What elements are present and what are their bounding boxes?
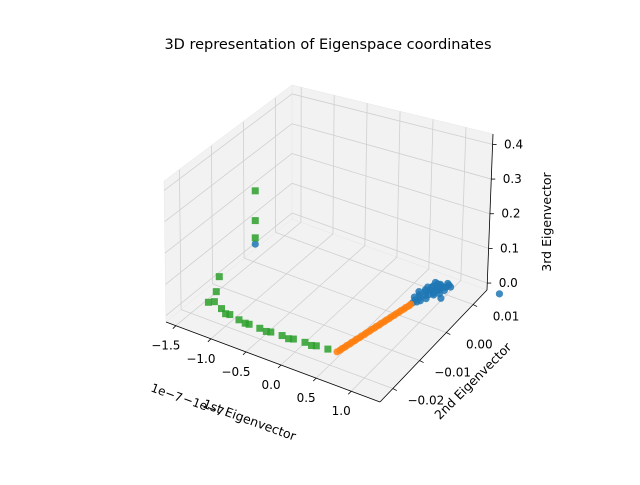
data-point-series-3 (222, 310, 229, 317)
y-tick-mark (393, 389, 397, 391)
data-point-series-3 (279, 332, 286, 339)
x-tick-label: −0.5 (221, 365, 250, 379)
data-point-series-3 (285, 335, 292, 342)
y-tick-mark (420, 361, 424, 363)
x-tick-mark (313, 378, 316, 381)
x-tick-label: 0.5 (297, 391, 316, 405)
z-tick-label: 0.0 (499, 276, 518, 290)
data-point-series-1 (496, 290, 503, 297)
data-point-series-3 (216, 273, 223, 280)
data-point-series-3 (213, 288, 220, 295)
data-point-series-3 (263, 328, 270, 335)
data-point-series-3 (308, 342, 315, 349)
y-tick-mark (473, 305, 477, 307)
data-point-series-1 (447, 283, 454, 290)
data-point-series-1 (422, 286, 429, 293)
z-axis-label: 3rd Eigenvector (539, 171, 554, 271)
data-point-series-1 (428, 284, 435, 291)
z-tick-label: 0.3 (503, 172, 522, 186)
data-point-series-3 (252, 217, 259, 224)
x-tick-label: 0.0 (262, 378, 281, 392)
x-tick-label: −1.0 (186, 352, 215, 366)
chart-title: 3D representation of Eigenspace coordina… (164, 37, 491, 53)
x-tick-mark (208, 339, 211, 342)
data-point-series-1 (252, 240, 259, 247)
x-tick-mark (278, 365, 281, 368)
x-tick-mark (173, 326, 176, 329)
x-tick-label: 1.0 (332, 404, 351, 418)
data-point-series-3 (235, 316, 242, 323)
data-point-series-3 (242, 320, 249, 327)
y-tick-label: 0.01 (493, 310, 520, 324)
data-point-series-3 (252, 234, 259, 241)
z-tick-label: 0.4 (504, 137, 523, 151)
y-tick-label: 0.00 (466, 338, 493, 352)
x-tick-mark (243, 352, 246, 355)
data-point-series-1 (437, 295, 444, 302)
data-point-series-3 (211, 298, 218, 305)
data-point-series-3 (324, 346, 331, 353)
data-point-series-2 (333, 348, 340, 355)
data-point-series-1 (437, 282, 444, 289)
z-tick-label: 0.1 (500, 241, 519, 255)
data-point-series-3 (256, 325, 263, 332)
x-offset-text: 1e−7 (149, 381, 185, 405)
data-point-series-3 (252, 187, 259, 194)
z-tick-label: 0.2 (501, 207, 520, 221)
data-point-series-3 (301, 339, 308, 346)
x-tick-mark (348, 391, 351, 394)
y-tick-mark (446, 333, 450, 335)
x-tick-label: −1.5 (151, 339, 180, 353)
x-overlap-text: −1e−7 (181, 392, 226, 420)
data-point-series-3 (205, 299, 212, 306)
